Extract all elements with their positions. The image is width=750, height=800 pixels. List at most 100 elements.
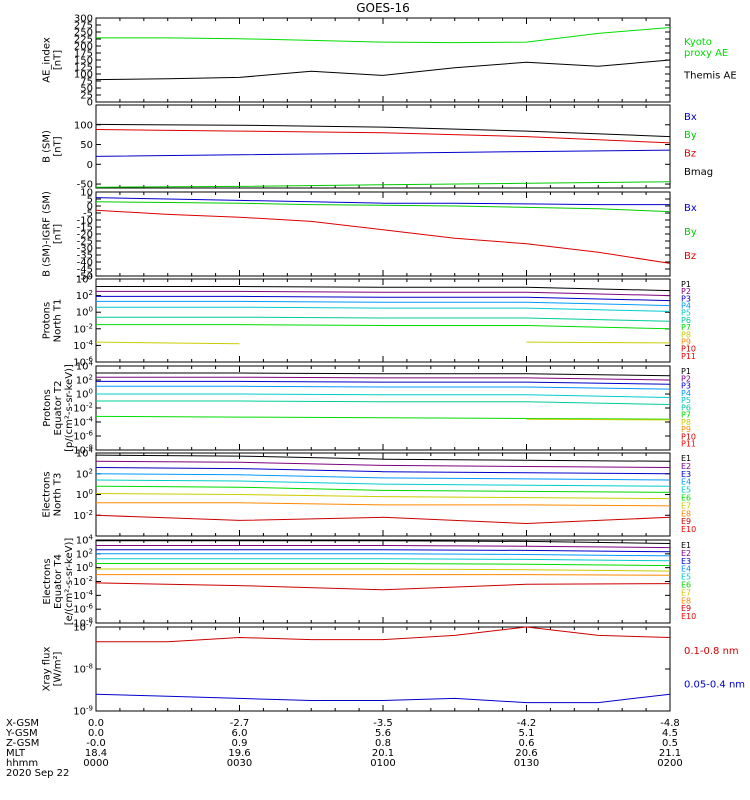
panel-8: 10-9 10-8 10-7 Xray flux [W/m²] 0.1-0.8 nm 0.0…	[42, 621, 746, 718]
y-tick-label: 125	[74, 63, 93, 74]
y-axis-label: AE_index	[42, 37, 53, 83]
y-axis-label: North T3	[53, 473, 64, 517]
footer-row-label: hhmm	[6, 758, 38, 769]
y-axis-label: B (SM)-IGRF (SM)	[42, 191, 53, 277]
y-tick-label: 10-2	[73, 402, 93, 415]
panel-frame	[95, 539, 671, 624]
series-line-p8	[526, 418, 671, 421]
series-line-kyoto-proxy-ae	[96, 27, 671, 44]
series-line-p6	[96, 400, 671, 405]
legend-label: P2	[681, 374, 691, 383]
series-line-e8	[96, 502, 671, 507]
footer-value-y-gsm: 6.0	[232, 728, 248, 739]
series-line-bz	[95, 129, 671, 144]
y-tick-label: 5	[87, 195, 93, 206]
y-axis-label: Xray flux	[42, 647, 53, 692]
y-tick-label: -10	[77, 216, 93, 227]
series-line-p6	[96, 316, 671, 322]
series-line-p4	[96, 385, 671, 390]
legend-label: P11	[681, 352, 696, 361]
legend-label: E2	[681, 462, 691, 471]
series-line-p7	[96, 324, 671, 330]
legend-label: P10	[681, 345, 696, 354]
legend-label: P3	[681, 294, 691, 303]
footer-value-x-gsm: 0.0	[88, 718, 104, 729]
series-line-bz	[95, 209, 671, 264]
series-line-by	[95, 201, 671, 213]
series-line-p7	[95, 415, 671, 420]
legend-label: P10	[681, 432, 696, 441]
series-line-p1	[96, 286, 671, 292]
series-line-0-05-0-4-nm	[95, 693, 671, 704]
y-tick-label: 10-4	[73, 589, 93, 602]
y-tick-label: 50	[80, 140, 93, 151]
footer-value-y-gsm: 4.5	[662, 728, 678, 739]
series-line-p2	[96, 376, 671, 381]
series-line-e4	[96, 553, 671, 557]
y-tick-label: -5	[83, 209, 93, 220]
legend-label: E1	[681, 541, 691, 550]
legend-label: Bz	[684, 149, 696, 160]
y-tick-label: 104	[76, 273, 94, 286]
legend-label: P4	[681, 302, 691, 311]
footer-row-label: MLT	[6, 748, 26, 759]
legend-label: E3	[681, 557, 691, 566]
series-line-e4	[95, 473, 671, 481]
y-tick-label: 100	[76, 488, 93, 501]
legend-label: P6	[681, 403, 691, 412]
y-tick-label: 0	[87, 202, 93, 213]
y-axis-label: Electrons	[42, 558, 53, 604]
y-tick-label: -50	[77, 272, 93, 283]
y-tick-label: 0	[87, 98, 93, 109]
series-line-e5	[95, 479, 671, 487]
legend-label: E8	[681, 509, 691, 518]
footer-value-mlt: 20.1	[372, 748, 394, 759]
legend-label: E1	[681, 454, 691, 463]
legend-label: P11	[681, 440, 696, 449]
series-line-bx	[95, 197, 670, 206]
y-tick-label: 10-6	[73, 430, 93, 443]
panels: 0255075100125150175200225250275300AE_ind…	[42, 14, 746, 718]
y-axis-label: [e/(cm²-s-sr-keV)]	[64, 538, 75, 626]
legend-label: Kyoto	[684, 37, 712, 48]
footer-value-x-gsm: -4.8	[660, 718, 680, 729]
y-axis-label: North T1	[53, 299, 64, 343]
y-tick-label: 225	[74, 35, 93, 46]
chart-title: GOES-16	[356, 1, 410, 15]
footer-value-mlt: 20.6	[515, 748, 537, 759]
legend-label: E6	[681, 494, 691, 503]
legend-label: 0.1-0.8 nm	[684, 646, 739, 657]
panel-frame	[95, 104, 671, 189]
legend-label: E3	[681, 470, 691, 479]
y-tick-label: 10-4	[73, 416, 93, 429]
legend-label: P6	[681, 316, 691, 325]
legend-label: P5	[681, 396, 691, 405]
y-tick-label: -25	[77, 237, 93, 248]
legend-label: E10	[681, 612, 696, 621]
series-line-p2	[96, 290, 671, 297]
legend-label: Bx	[684, 203, 697, 214]
y-tick-label: 25	[80, 91, 93, 102]
y-tick-label: 10	[80, 188, 93, 199]
legend-label: E9	[681, 604, 691, 613]
y-tick-label: -30	[77, 244, 93, 255]
series-line-p8	[95, 341, 240, 345]
y-tick-label: 10-8	[73, 663, 93, 676]
y-tick-label: 250	[74, 28, 93, 39]
legend-label: Themis AE	[683, 70, 737, 81]
y-tick-label: 100	[76, 306, 93, 319]
series-line-p1	[96, 372, 671, 377]
legend-label: P7	[681, 323, 691, 332]
y-tick-label: 100	[76, 561, 93, 574]
footer-value-x-gsm: -2.7	[230, 718, 250, 729]
series-line-p8	[526, 341, 671, 344]
y-tick-label: 102	[76, 374, 93, 387]
footer-value-z-gsm: 0.6	[519, 738, 535, 749]
series-line-bx	[95, 149, 671, 157]
y-tick-label: 0	[87, 160, 93, 171]
y-tick-label: -40	[77, 258, 93, 269]
series-line-themis-ae	[95, 59, 671, 81]
